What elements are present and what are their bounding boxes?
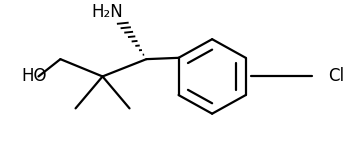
Text: Cl: Cl bbox=[329, 67, 345, 85]
Text: HO: HO bbox=[22, 67, 47, 85]
Text: H₂N: H₂N bbox=[91, 3, 123, 21]
